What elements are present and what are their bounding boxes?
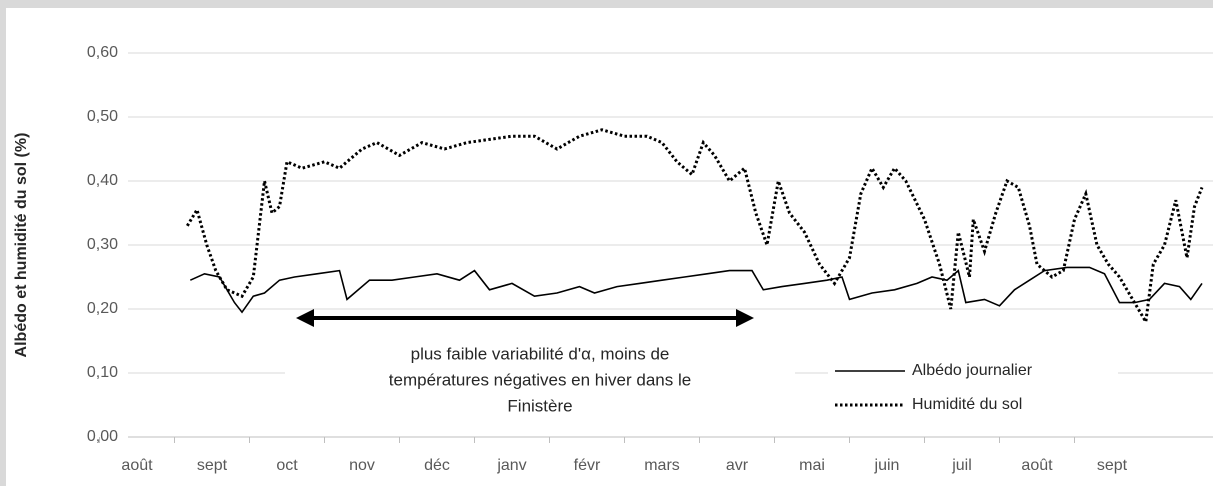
y-tick-label: 0,00 (87, 428, 118, 445)
annotations: plus faible variabilité d'α, moins de tem… (285, 309, 1118, 421)
x-tick-label: déc (424, 457, 450, 474)
x-tick-label: juil (951, 457, 972, 474)
y-tick-label: 0,50 (87, 108, 118, 125)
y-tick-label: 0,40 (87, 172, 118, 189)
y-tick-label: 0,10 (87, 364, 118, 381)
x-tick-label: sept (1097, 457, 1128, 474)
arrow-head (736, 309, 754, 327)
arrow-head (296, 309, 314, 327)
annotation: Finistère (507, 396, 572, 415)
x-tick-label: sept (197, 457, 228, 474)
x-tick-label: mai (799, 457, 825, 474)
legend-label: Humidité du sol (912, 396, 1022, 413)
y-tick-label: 0,30 (87, 236, 118, 253)
annotation-background (285, 341, 795, 421)
annotation: températures négatives en hiver dans le (389, 370, 691, 389)
x-tick-label: oct (276, 457, 298, 474)
x-tick-label: févr (574, 457, 601, 474)
x-tick-label: mars (644, 457, 680, 474)
x-tick-label: janv (496, 457, 526, 474)
x-tick-label: avr (726, 457, 749, 474)
x-tick-label: nov (349, 457, 375, 474)
y-tick-label: 0,60 (87, 44, 118, 61)
y-tick-label: 0,20 (87, 300, 118, 317)
x-tick-label: août (121, 457, 153, 474)
grid: 0,00 0,10 0,20 0,30 0,40 0,50 0,60 août sept oct n… (87, 44, 1213, 474)
series-line (186, 128, 1204, 327)
annotation: plus faible variabilité d'α, moins de (411, 344, 670, 363)
plot (186, 128, 1204, 327)
legend-label: Albédo journalier (912, 362, 1033, 379)
x-tick-label: août (1021, 457, 1053, 474)
series-line (189, 266, 1203, 314)
x-tick-label: juin (874, 457, 900, 474)
y-axis-label: Albédo et humidité du sol (%) (13, 133, 30, 358)
